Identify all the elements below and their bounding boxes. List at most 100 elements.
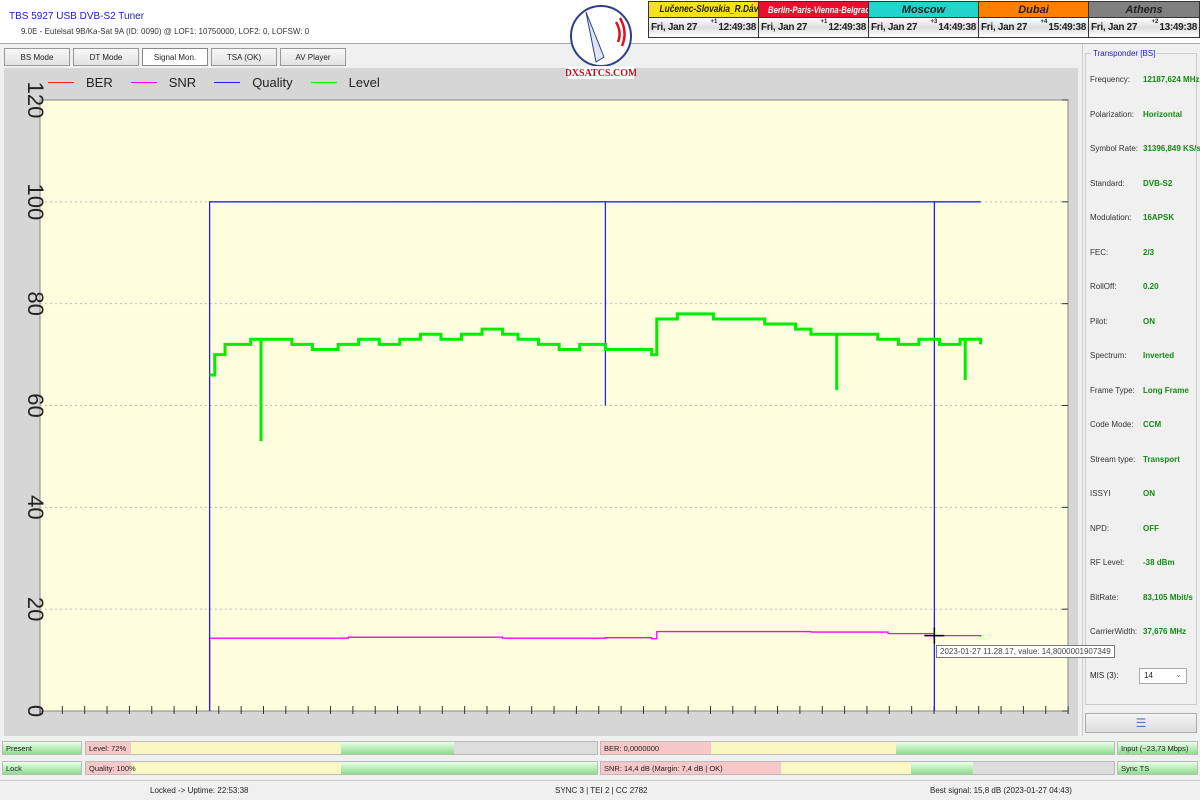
chevron-down-icon: ⌄ — [1175, 670, 1182, 679]
transponder-row: Polarization: Horizontal — [1090, 109, 1183, 119]
legend-swatch — [310, 82, 337, 83]
transponder-row: Frequency: 12187,624 MHz — [1090, 75, 1200, 84]
y-tick-label: 80 — [23, 291, 48, 315]
lock-indicator: Lock — [2, 761, 82, 775]
legend-label: BER — [86, 75, 113, 90]
chart-legend: BER SNR Quality Level — [48, 75, 380, 90]
legend-label: Quality — [252, 75, 293, 90]
transponder-row: Modulation: 16APSK — [1090, 213, 1175, 222]
clock-city: Lučenec-Slovakia_R.Dávid — [659, 4, 759, 15]
clock-time: 12:49:38 — [718, 22, 756, 33]
y-tick-label: 60 — [23, 393, 48, 417]
transponder-row: Standard: DVB-S2 — [1090, 178, 1173, 188]
satellite-info: 9.0E - Eutelsat 9B/Ka-Sat 9A (ID: 0090) … — [21, 27, 310, 36]
clock-date: Fri, Jan 27 — [981, 22, 1028, 33]
mode-tabs: BS Mode DT Mode Signal Mon. TSA (OK) AV Play… — [4, 48, 346, 66]
tab-signal-mon-[interactable]: Signal Mon. — [142, 48, 208, 66]
transponder-row: Stream type: Transport — [1090, 454, 1180, 464]
clock-date: Fri, Jan 27 — [651, 22, 698, 33]
ber-meter: BER: 0,0000000 — [600, 741, 1115, 755]
clock-2: Moscow Fri, Jan 27 +3 14:49:38 — [869, 2, 979, 37]
y-tick-label: 40 — [23, 495, 48, 519]
clock-4: Athens Fri, Jan 27 +2 13:49:38 — [1089, 2, 1199, 37]
plot-area — [39, 99, 1069, 712]
transponder-row: CarrierWidth: 37,676 MHz — [1090, 627, 1187, 636]
transponder-row: Spectrum: Inverted — [1090, 351, 1175, 360]
input-indicator: Input (~23,73 Mbps) — [1117, 741, 1198, 755]
clock-city: Dubai — [1018, 4, 1049, 16]
transponder-row: RF Level: -38 dBm — [1090, 558, 1175, 567]
transponder-row: ISSYI ON — [1090, 489, 1155, 498]
present-indicator: Present — [2, 741, 82, 755]
legend-swatch — [130, 82, 157, 83]
mis-label: MIS (3): — [1090, 671, 1119, 680]
quality-meter: Quality: 100% — [85, 761, 598, 775]
transponder-row: Code Mode: CCM — [1090, 420, 1162, 429]
uptime-status: Locked -> Uptime: 22:53:38 — [150, 786, 249, 795]
clock-0: Lučenec-Slovakia_R.Dávid Fri, Jan 27 +1 12:… — [649, 2, 759, 37]
legend-item: Level — [310, 75, 380, 90]
clock-city: Berlin-Paris-Vienna-Belgrade — [768, 5, 869, 15]
clock-city: Athens — [1125, 4, 1163, 16]
clock-offset: +1 — [710, 19, 718, 25]
clock-date: Fri, Jan 27 — [1091, 22, 1138, 33]
svg-text:DXSATCS.COM: DXSATCS.COM — [566, 68, 636, 79]
series-level — [209, 312, 983, 442]
transponder-row: Frame Type: Long Frame — [1090, 385, 1189, 395]
clock-city: Moscow — [901, 4, 946, 16]
y-tick-label: 0 — [23, 705, 48, 717]
clock-offset: +4 — [1040, 19, 1048, 25]
clock-1: Berlin-Paris-Vienna-Belgrade Fri, Jan 27 +… — [759, 2, 869, 37]
series-snr — [208, 630, 982, 711]
legend-swatch — [48, 82, 74, 83]
legend-item: BER — [48, 75, 113, 90]
snr-meter: SNR: 14,4 dB (Margin: 7,4 dB | OK) — [600, 761, 1115, 775]
sync-status: SYNC 3 | TEI 2 | CC 2782 — [555, 786, 648, 795]
transponder-row: FEC: 2/3 — [1090, 247, 1155, 257]
y-tick-label: 20 — [23, 597, 48, 621]
dxsatcs-logo: DXSATCS.COM — [566, 5, 636, 79]
tab-dt-mode[interactable]: DT Mode — [73, 48, 139, 66]
legend-swatch — [214, 82, 241, 83]
transponder-row: RollOff: 0.20 — [1090, 282, 1159, 291]
transponder-row: BitRate: 83,105 Mbit/s — [1090, 592, 1193, 602]
clock-time: 15:49:38 — [1048, 22, 1086, 33]
best-signal-status: Best signal: 15,8 dB (2023-01-27 04:43) — [930, 786, 1072, 795]
level-meter: Level: 72% — [85, 741, 598, 755]
clock-offset: +3 — [930, 19, 938, 25]
legend-item: SNR — [130, 75, 197, 90]
clock-offset: +2 — [1151, 19, 1159, 25]
clock-offset: +1 — [820, 19, 828, 25]
y-tick-label: 120 — [23, 82, 48, 119]
transponder-row: NPD: OFF — [1090, 523, 1159, 533]
world-clocks: Lučenec-Slovakia_R.Dávid Fri, Jan 27 +1 12:… — [648, 1, 1200, 38]
y-tick-label: 100 — [23, 183, 48, 220]
transponder-row: Symbol Rate: 31396,849 KS/s — [1090, 144, 1200, 153]
transponder-group: Transponder [BS] Frequency: 12187,624 MHz P… — [1085, 49, 1200, 705]
tab-bs-mode[interactable]: BS Mode — [4, 48, 70, 66]
sync-ts-indicator: Sync TS — [1117, 761, 1198, 775]
clock-date: Fri, Jan 27 — [761, 22, 808, 33]
chart-tooltip: 2023-01-27 11.28.17, value: 14,800000190… — [936, 645, 1115, 658]
crosshair-cursor-icon — [924, 627, 945, 644]
clock-time: 12:49:38 — [828, 22, 866, 33]
mis-select[interactable]: 14 ⌄ — [1139, 668, 1187, 684]
legend-item: Quality — [214, 75, 293, 90]
tab-av-player[interactable]: AV Player — [280, 48, 346, 66]
window-icon: ☰ — [1135, 716, 1147, 730]
clock-time: 13:49:38 — [1159, 22, 1197, 33]
panel-toggle-button[interactable]: ☰ — [1085, 713, 1197, 733]
series-quality — [208, 201, 981, 711]
legend-label: Level — [348, 75, 380, 90]
clock-3: Dubai Fri, Jan 27 +4 15:49:38 — [979, 2, 1089, 37]
mis-value: 14 — [1144, 671, 1153, 680]
transponder-row: Pilot: ON — [1090, 316, 1155, 326]
signal-chart: 0 20 40 60 80 100 120 — [23, 82, 1069, 717]
clock-date: Fri, Jan 27 — [871, 22, 918, 33]
legend-label: SNR — [168, 75, 197, 90]
right-panel — [1082, 44, 1200, 736]
transponder-caption: Transponder [BS] — [1091, 49, 1158, 58]
tab-tsa-ok-[interactable]: TSA (OK) — [211, 48, 277, 66]
app-title: TBS 5927 USB DVB-S2 Tuner — [9, 11, 145, 22]
clock-time: 14:49:38 — [938, 22, 976, 33]
